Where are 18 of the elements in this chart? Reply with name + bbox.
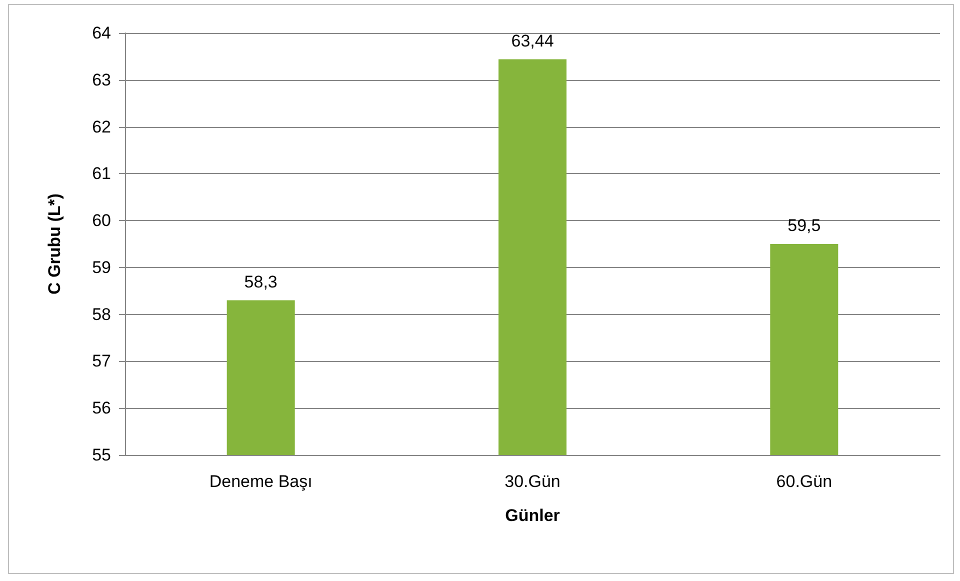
y-tick-label: 64 <box>92 24 111 42</box>
x-axis-title: Günler <box>505 506 560 525</box>
data-label: 59,5 <box>788 216 821 235</box>
data-label: 58,3 <box>244 272 278 292</box>
x-tick-label: 30.Gün <box>504 472 560 491</box>
y-tick-label: 58 <box>92 304 111 324</box>
y-tick-label: 55 <box>92 446 111 464</box>
y-axis-title: C Grubu (L*) <box>45 193 64 295</box>
x-tick-label: Deneme Başı <box>209 472 312 491</box>
y-tick-label: 62 <box>92 117 111 136</box>
x-tick-label: 60.Gün <box>776 472 832 491</box>
y-tick-label: 61 <box>92 164 111 184</box>
data-label: 63,44 <box>511 31 554 50</box>
y-tick-label: 59 <box>92 258 111 277</box>
y-tick-label: 63 <box>92 70 111 90</box>
y-tick-label: 57 <box>92 352 111 371</box>
y-tick-label: 56 <box>92 398 111 418</box>
y-tick-label: 60 <box>92 211 111 230</box>
